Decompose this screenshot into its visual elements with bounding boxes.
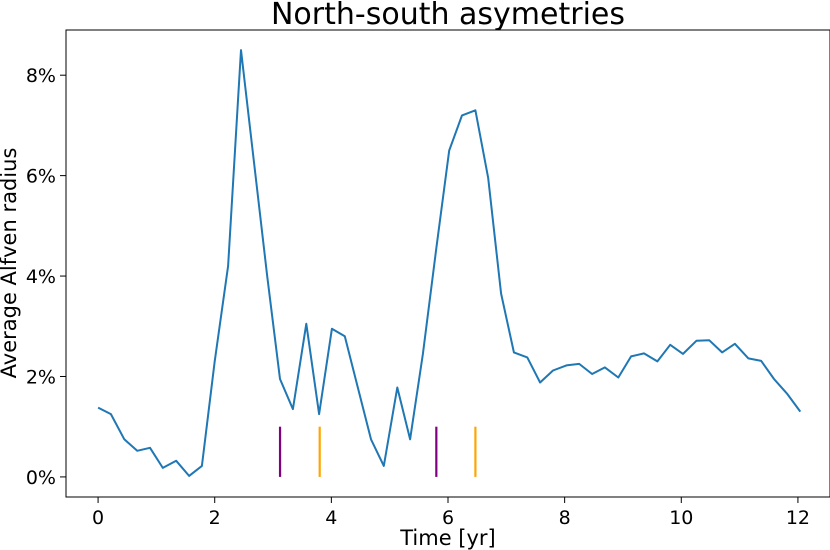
y-tick-label: 2% (26, 366, 56, 388)
x-tick-label: 10 (669, 507, 693, 529)
y-tick-label: 6% (26, 166, 56, 188)
x-tick-label: 2 (209, 507, 221, 529)
x-tick-label: 12 (786, 507, 810, 529)
x-axis-label: Time [yr] (399, 526, 496, 550)
plot-area (97, 49, 802, 477)
series-line-0 (97, 49, 802, 477)
x-tick-label: 4 (325, 507, 337, 529)
y-tick-label: 0% (26, 467, 56, 489)
x-tick-label: 8 (559, 507, 571, 529)
y-tick-label: 4% (26, 266, 56, 288)
y-axis: 0% 2% 4% 6% 8% (26, 65, 66, 489)
x-tick-label: 6 (442, 507, 454, 529)
x-tick-label: 0 (92, 507, 104, 529)
y-axis-label: Average Alfven radius (0, 148, 21, 379)
plot-frame (65, 29, 830, 498)
y-tick-label: 8% (26, 65, 56, 87)
x-axis: 0 2 4 6 8 10 12 (92, 497, 810, 529)
chart-title: North-south asymetries (271, 0, 625, 32)
